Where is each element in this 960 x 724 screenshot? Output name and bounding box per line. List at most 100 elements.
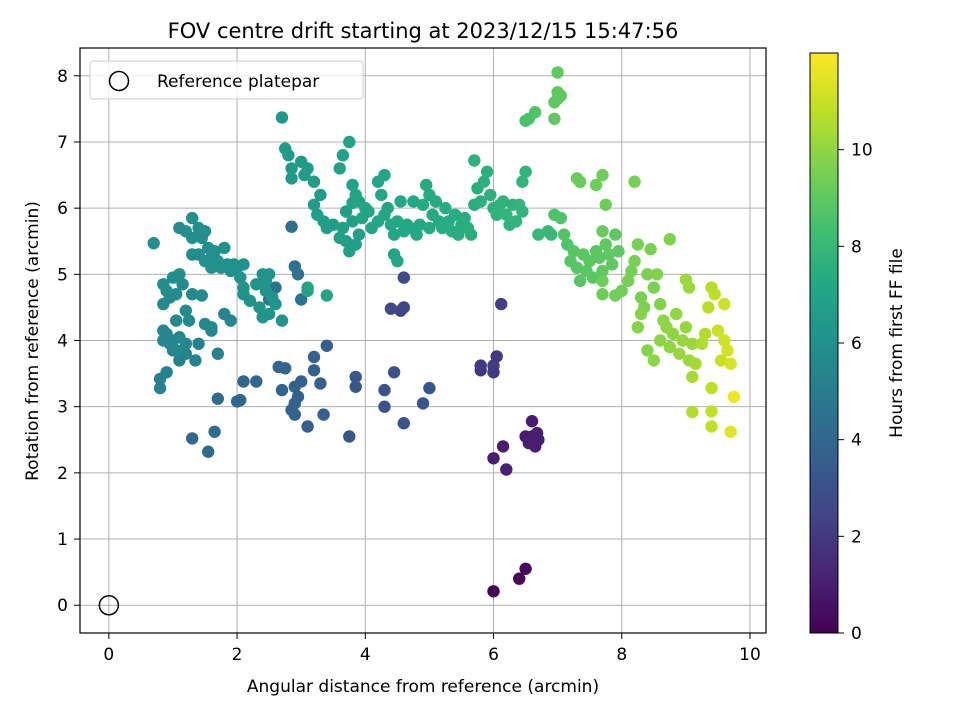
y-tick-label: 3	[57, 398, 68, 418]
scatter-point	[519, 562, 532, 575]
legend: Reference platepar	[89, 60, 364, 100]
scatter-point	[234, 271, 247, 284]
y-tick-label: 7	[57, 133, 68, 153]
scatter-point	[602, 248, 616, 261]
scatter-point	[397, 417, 410, 430]
scatter-point	[336, 221, 350, 235]
scatter-point	[718, 334, 731, 347]
scatter-point	[288, 380, 301, 393]
scatter-point	[496, 195, 510, 208]
scatter-point	[224, 314, 237, 327]
scatter-point	[673, 347, 686, 360]
scatter-point	[182, 314, 196, 327]
scatter-point	[314, 188, 327, 202]
scatter-point	[349, 370, 362, 384]
scatter-point	[237, 281, 250, 294]
y-axis-label: Rotation from reference (arcmin)	[23, 201, 43, 481]
scatter-point	[686, 370, 699, 384]
scatter-point	[429, 195, 442, 208]
scatter-point	[339, 235, 353, 248]
scatter-point	[230, 395, 244, 408]
scatter-point	[484, 188, 497, 202]
scatter-point	[208, 245, 221, 258]
scatter-point	[593, 251, 606, 264]
scatter-point	[647, 281, 660, 294]
scatter-point	[682, 281, 696, 294]
scatter-point	[509, 215, 523, 228]
scatter-point	[423, 221, 436, 235]
scatter-point	[596, 225, 609, 238]
scatter-point	[410, 228, 423, 241]
scatter-point	[609, 228, 622, 241]
colorbar-tick-label: 10	[851, 141, 873, 161]
scatter-point	[458, 211, 471, 225]
scatter-point	[336, 149, 350, 162]
scatter-point	[378, 168, 391, 182]
scatter-point	[448, 208, 462, 221]
scatter-point	[490, 350, 503, 363]
scatter-point	[186, 211, 199, 225]
colorbar-tick-label: 0	[851, 624, 862, 644]
scatter-point	[705, 405, 718, 418]
scatter-point	[288, 408, 301, 421]
scatter-point	[487, 366, 500, 379]
scatter-point	[702, 301, 715, 314]
scatter-point	[343, 430, 356, 443]
scatter-point	[339, 205, 353, 218]
scatter-point	[596, 274, 609, 288]
scatter-point	[641, 344, 654, 357]
scatter-point	[644, 243, 657, 256]
colorbar-tick-label: 8	[851, 237, 862, 257]
scatter-point	[573, 274, 587, 288]
scatter-point	[269, 281, 282, 294]
scatter-point	[416, 198, 430, 211]
scatter-point	[179, 337, 192, 350]
scatter-point	[173, 268, 186, 281]
scatter-point	[695, 337, 709, 350]
scatter-point	[384, 302, 398, 315]
scatter-point	[647, 354, 660, 367]
scatter-point	[496, 440, 510, 453]
scatter-point	[532, 228, 545, 241]
scatter-point	[490, 208, 503, 221]
scatter-point	[480, 165, 494, 178]
scatter-point	[525, 415, 539, 428]
scatter-point	[589, 178, 603, 192]
scatter-point	[320, 339, 333, 352]
scatter-point	[599, 238, 612, 251]
scatter-point	[202, 445, 215, 458]
chart-title: FOV centre drift starting at 2023/12/15 …	[168, 19, 679, 43]
scatter-point	[622, 274, 635, 288]
scatter-point	[666, 327, 680, 341]
scatter-point	[522, 436, 535, 450]
scatter-point	[160, 284, 173, 298]
scatter-point	[176, 278, 189, 291]
scatter-point	[378, 383, 391, 397]
scatter-point	[420, 178, 433, 192]
scatter-point	[170, 288, 183, 301]
scatter-point	[346, 178, 359, 192]
scatter-point	[477, 175, 491, 188]
scatter-point	[189, 354, 202, 367]
scatter-point	[596, 168, 609, 182]
x-axis-ticks: 0 2 4 6 8 10	[103, 633, 761, 665]
scatter-point	[317, 408, 330, 421]
scatter-point	[530, 426, 544, 440]
scatter-point	[705, 381, 718, 395]
y-tick-label: 0	[57, 596, 68, 616]
scatter-point	[275, 111, 289, 124]
scatter-point	[253, 301, 266, 314]
scatter-point	[721, 344, 734, 357]
scatter-point	[628, 175, 641, 188]
y-tick-label: 6	[57, 199, 68, 219]
scatter-point	[663, 233, 676, 246]
scatter-point	[307, 350, 321, 364]
scatter-point	[387, 248, 401, 261]
scatter-point	[554, 211, 567, 225]
scatter-point	[211, 392, 224, 405]
x-tick-label: 6	[488, 645, 499, 665]
scatter-point	[548, 112, 561, 126]
scatter-point	[327, 218, 340, 231]
x-tick-label: 2	[232, 645, 243, 665]
scatter-point	[641, 268, 654, 281]
